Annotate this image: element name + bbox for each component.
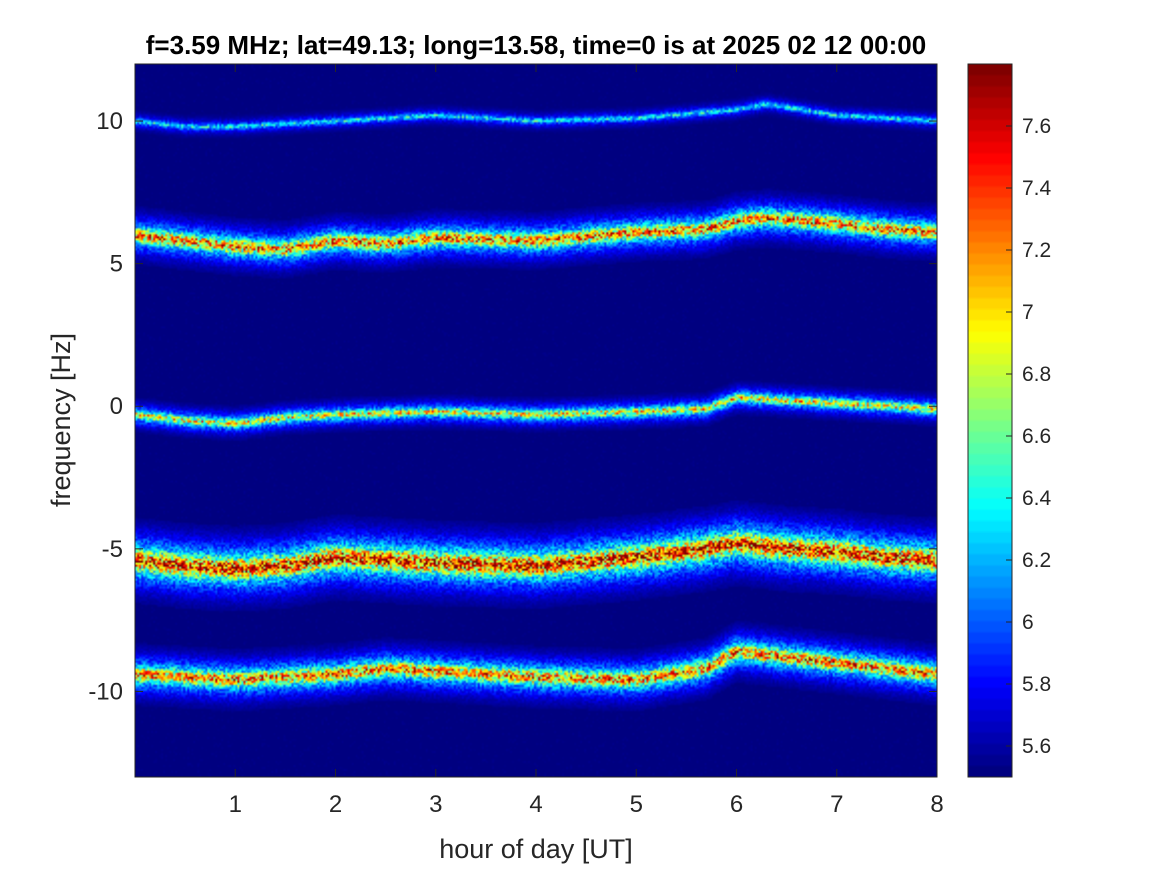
plot-area [134, 63, 938, 778]
y-tick-label: -5 [102, 536, 123, 563]
colorbar-tick-label: 5.6 [1022, 735, 1051, 758]
spectrogram-heatmap [135, 64, 937, 777]
x-tick-label: 3 [429, 791, 442, 818]
colorbar-tick-label: 6.6 [1022, 425, 1051, 448]
x-axis: 1 2 3 4 5 6 7 8 [229, 64, 944, 818]
y-axis-label: frequency [Hz] [46, 333, 76, 507]
colorbar-tick-label: 7.4 [1022, 177, 1052, 200]
colorbar-tick-label: 6.2 [1022, 549, 1051, 572]
x-tick-label: 8 [930, 791, 943, 818]
colorbar-ticks: 7.6 7.4 7.2 7 6.8 6.6 6.4 6.2 6 5.8 5.6 [1006, 115, 1052, 758]
chart-title: f=3.59 MHz; lat=49.13; long=13.58, time=… [146, 30, 926, 60]
x-tick-label: 5 [630, 791, 643, 818]
x-tick-label: 1 [229, 791, 242, 818]
x-tick-label: 2 [329, 791, 342, 818]
colorbar-tick-label: 7 [1022, 301, 1034, 324]
colorbar-tick-label: 6 [1022, 611, 1034, 634]
y-tick-label: 0 [110, 393, 123, 420]
colorbar: 7.6 7.4 7.2 7 6.8 6.6 6.4 6.2 6 5.8 5.6 [967, 63, 1052, 778]
y-tick-label: 10 [96, 108, 123, 135]
colorbar-tick-label: 6.8 [1022, 363, 1051, 386]
x-tick-label: 7 [830, 791, 843, 818]
y-tick-label: 5 [110, 251, 123, 278]
x-tick-label: 6 [730, 791, 743, 818]
colorbar-gradient [968, 64, 1012, 777]
colorbar-tick-label: 7.6 [1022, 115, 1051, 138]
colorbar-tick-label: 7.2 [1022, 239, 1051, 262]
y-axis: 10 5 0 -5 -10 [88, 108, 937, 705]
colorbar-tick-label: 6.4 [1022, 487, 1052, 510]
x-axis-label: hour of day [UT] [439, 834, 633, 864]
y-tick-label: -10 [88, 678, 123, 705]
x-tick-label: 4 [529, 791, 542, 818]
colorbar-tick-label: 5.8 [1022, 673, 1051, 696]
colorbar-frame [967, 63, 1013, 778]
